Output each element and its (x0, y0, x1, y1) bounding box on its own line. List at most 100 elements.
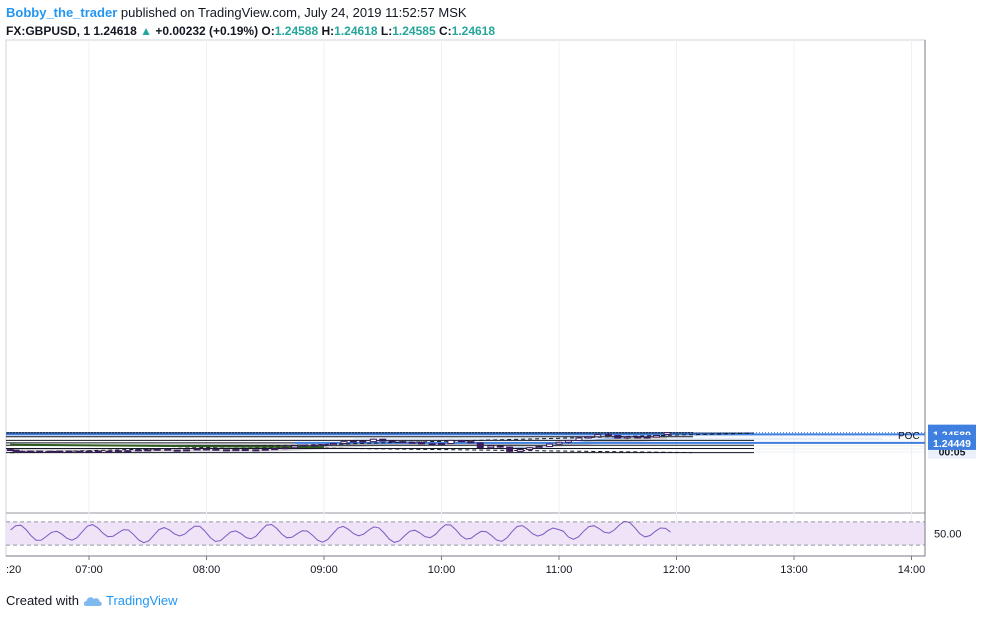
tradingview-logo[interactable]: TradingView (83, 592, 178, 610)
candle-body (634, 436, 642, 439)
candle-body (408, 441, 416, 444)
candle-body (281, 447, 289, 450)
candle-body (114, 450, 122, 453)
last-price: 1.24618 (93, 24, 137, 38)
candle-body (428, 443, 436, 446)
candle-body (94, 450, 102, 453)
candle-body (467, 441, 475, 444)
poc-level-badge: 1.24449 (933, 438, 971, 450)
candle-body (516, 449, 524, 452)
candle-body (476, 442, 484, 449)
candle-body (418, 441, 426, 445)
candle-body (232, 449, 240, 452)
x-tick-label: 09:00 (310, 564, 338, 576)
candle-body (36, 450, 44, 453)
symbol-label: FX:GBPUSD, 1 (6, 24, 91, 38)
candle-body (594, 434, 602, 438)
candle-body (555, 441, 563, 445)
candle-body (623, 436, 631, 439)
chart-frame (5, 39, 926, 557)
candle-body (76, 450, 84, 453)
candle-body (222, 449, 230, 452)
candle-body (388, 440, 396, 443)
candle-body (203, 448, 210, 451)
candle-body (252, 449, 260, 452)
candle-body (271, 448, 279, 451)
rsi-line (10, 520, 671, 544)
candle-body (584, 436, 592, 439)
candle-body (340, 441, 348, 444)
candle-body (85, 450, 93, 453)
rsi-band (6, 521, 925, 546)
candle-body (12, 449, 20, 452)
candle-body (105, 450, 113, 453)
poc-level-badge-bg (928, 434, 976, 450)
candle-body (349, 440, 357, 443)
candle-body (18, 450, 26, 453)
x-tick-label: 07:00 (75, 564, 103, 576)
candle-body (614, 435, 622, 439)
axes-layer: :20 07:00 08:00 09:00 10:00 11:00 12:00 13:00 14… (6, 40, 974, 576)
candle-body (212, 448, 220, 451)
candle-body (643, 436, 651, 439)
candle-body (546, 443, 554, 448)
high-value: 1.24618 (334, 24, 378, 38)
candle-body (46, 450, 54, 453)
candle-body (663, 432, 671, 435)
footer: Created with TradingView (6, 592, 178, 610)
candle-body (261, 448, 269, 451)
candle-body (564, 439, 572, 443)
candle-body (144, 449, 152, 452)
low-value: 1.24585 (392, 24, 436, 38)
close-value: 1.24618 (451, 24, 496, 38)
price-badges-layer: 1.2461800:051.245891.24449 (928, 424, 976, 459)
chart-grid (5, 39, 926, 557)
candle-body (653, 435, 661, 438)
high-label: H: (321, 24, 335, 38)
author-name[interactable]: Bobby_the_trader (6, 5, 118, 20)
candle-body (193, 448, 201, 451)
candle-body (311, 444, 319, 447)
candle-body (134, 449, 142, 452)
candle-body (300, 444, 308, 447)
candle-body (359, 440, 367, 443)
poc-label: POC (898, 431, 920, 442)
candles-layer (6, 432, 671, 453)
ohlc-line: FX:GBPUSD, 1 1.24618 ▲ +0.00232 (+0.19%)… (6, 22, 906, 40)
x-tick-label: 11:00 (546, 564, 573, 576)
chart-header: Bobby_the_trader published on TradingVie… (6, 4, 906, 40)
tradingview-cloud-icon (83, 597, 102, 606)
candle-body (153, 448, 161, 451)
publish-info: published on TradingView.com, July 24, 2… (120, 5, 467, 20)
candle-body (6, 449, 14, 452)
x-tick-label: :20 (6, 564, 21, 576)
publish-line: Bobby_the_trader published on TradingVie… (6, 4, 906, 22)
candle-body (65, 450, 73, 453)
price-change: +0.00232 (+0.19%) (155, 24, 259, 38)
candle-body (173, 449, 181, 452)
candle-body (447, 439, 455, 444)
candle-body (604, 434, 612, 437)
candle-body (26, 450, 34, 453)
x-tick-label: 12:00 (663, 564, 691, 576)
candle-body (291, 445, 299, 449)
x-tick-label: 08:00 (193, 564, 221, 576)
low-label: L: (380, 24, 393, 38)
candle-body (399, 441, 407, 444)
candle-body (369, 438, 377, 443)
candle-body (329, 442, 337, 446)
candle-body (56, 450, 64, 453)
candle-body (183, 449, 191, 452)
up-arrow-icon: ▲ (140, 24, 152, 38)
candle-body (506, 446, 514, 452)
candle-body (124, 450, 132, 453)
candle-body (496, 445, 504, 448)
candle-body (487, 445, 495, 449)
candle-body (438, 442, 445, 445)
tradingview-brand: TradingView (105, 593, 178, 608)
close-label: C: (438, 24, 452, 38)
candle-body (241, 449, 249, 452)
created-with-label: Created with (6, 593, 79, 608)
green-trendline (10, 443, 325, 449)
